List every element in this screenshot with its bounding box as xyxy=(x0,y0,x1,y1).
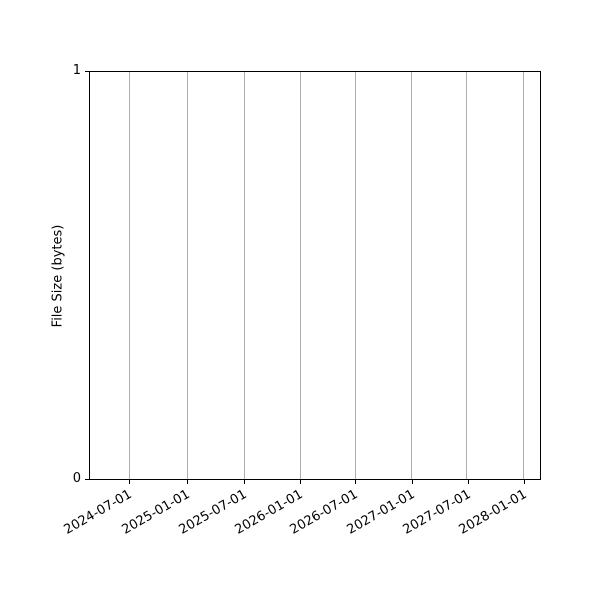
x-gridline xyxy=(129,72,131,479)
x-tick-mark xyxy=(186,480,188,484)
y-axis-label: File Size (bytes) xyxy=(50,224,66,328)
x-tick-mark xyxy=(244,480,246,484)
x-tick-mark xyxy=(355,480,357,484)
x-gridline xyxy=(244,72,246,479)
plot-area xyxy=(89,71,541,480)
x-gridline xyxy=(354,72,356,479)
y-tick-label: 1 xyxy=(72,63,81,78)
x-tick-mark xyxy=(411,480,413,484)
x-gridline xyxy=(522,72,524,479)
x-gridline xyxy=(466,72,468,479)
x-tick-mark xyxy=(299,480,301,484)
x-gridline xyxy=(299,72,301,479)
y-tick-mark xyxy=(85,71,89,72)
x-gridline xyxy=(187,72,189,479)
x-gridline xyxy=(411,72,413,479)
y-tick-label: 0 xyxy=(72,471,81,486)
y-tick-mark xyxy=(85,479,89,480)
x-tick-mark xyxy=(524,480,525,484)
x-tick-mark xyxy=(467,480,469,484)
x-tick-mark xyxy=(129,480,130,484)
